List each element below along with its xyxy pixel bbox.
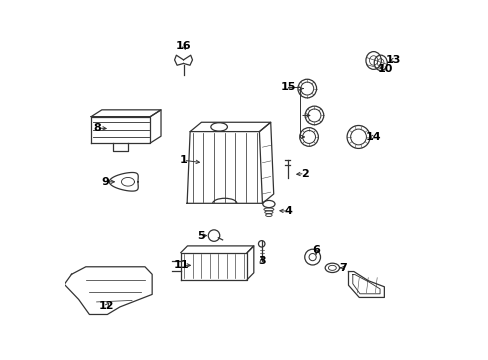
Text: 4: 4: [284, 206, 292, 216]
Text: 16: 16: [175, 41, 191, 50]
Text: 6: 6: [312, 245, 320, 255]
Text: 8: 8: [93, 123, 101, 133]
Text: 14: 14: [365, 132, 381, 142]
Text: 10: 10: [377, 64, 392, 74]
Text: 9: 9: [101, 177, 109, 187]
Text: 11: 11: [174, 260, 189, 270]
Text: 1: 1: [179, 155, 187, 165]
Text: 3: 3: [257, 256, 265, 266]
Text: 2: 2: [300, 168, 308, 179]
Text: 13: 13: [385, 55, 401, 65]
Text: 7: 7: [339, 263, 346, 273]
Text: 12: 12: [99, 301, 114, 311]
Text: 15: 15: [280, 82, 295, 93]
Text: 5: 5: [197, 231, 204, 240]
